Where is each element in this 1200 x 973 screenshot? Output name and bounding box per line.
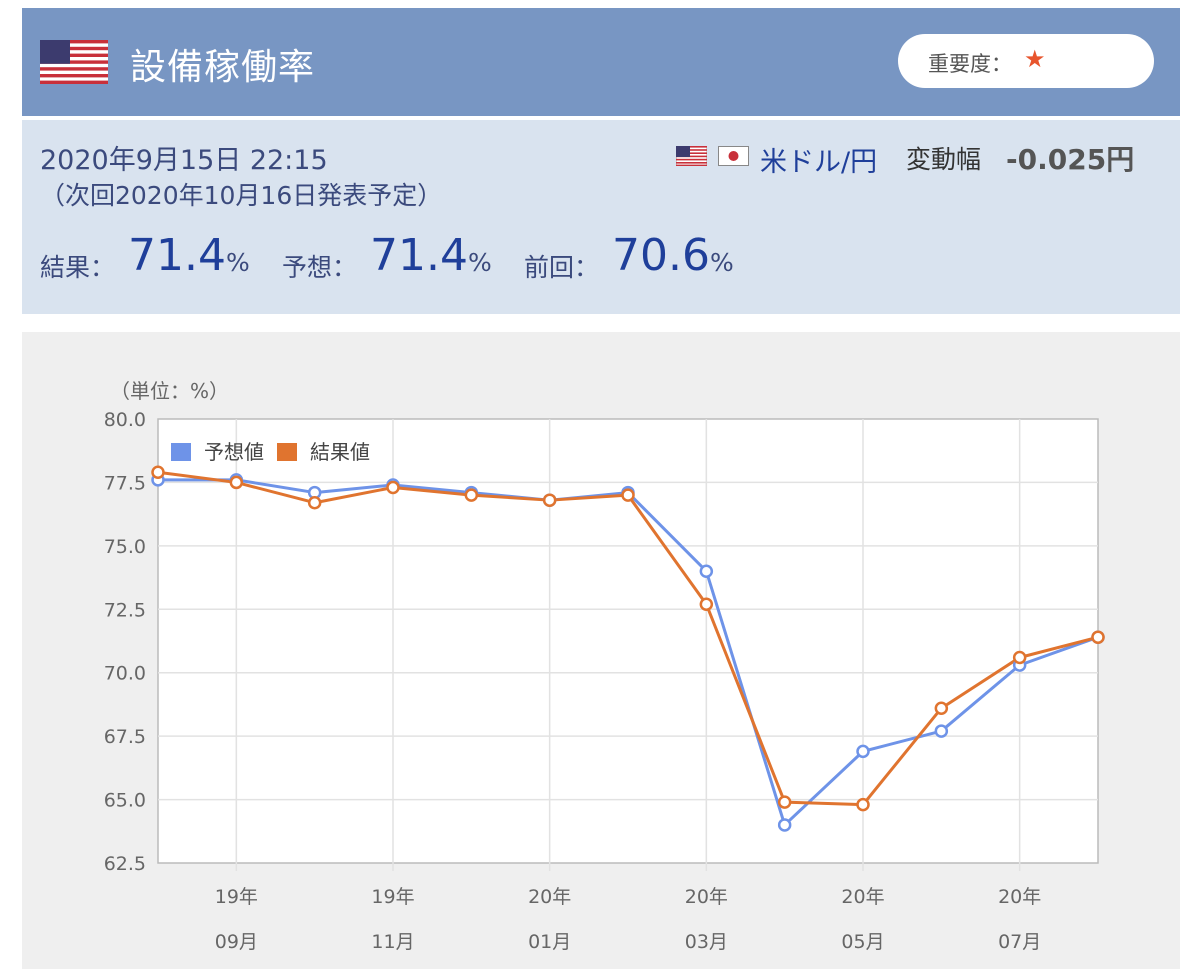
result-value: 71.4 <box>128 230 226 281</box>
forecast-label: 予想： <box>282 253 358 282</box>
x-tick-year: 19年 <box>215 886 258 908</box>
japan-flag-icon <box>718 146 749 166</box>
forecast-point <box>934 724 949 738</box>
grid-lines <box>158 419 1098 871</box>
chart-panel: （単位：%） 80.0 77.5 75.0 72.5 70.0 67.5 65.0 62.5 … <box>22 332 1180 969</box>
result-unit: % <box>226 248 250 277</box>
result-point <box>621 488 635 502</box>
x-axis-ticks: 19年 09月 19年 11月 20年 01月 20年 03月 20年 05月 20年 07月 <box>215 886 1042 953</box>
y-tick-label: 65.0 <box>104 790 146 812</box>
x-tick-year: 20年 <box>841 886 884 908</box>
release-datetime: 2020年9月15日 22:15 <box>40 145 328 176</box>
result-point <box>856 797 870 812</box>
previous-label: 前回： <box>524 253 600 282</box>
result-point <box>1091 630 1105 644</box>
result-point <box>229 475 244 490</box>
x-tick-month: 01月 <box>528 931 571 953</box>
series-lines <box>151 465 1105 832</box>
currency-pair: 米ドル/円 <box>760 147 878 178</box>
result-point <box>934 701 949 715</box>
result-point <box>464 488 479 502</box>
capacity-utilization-chart: （単位：%） 80.077.575.072.570.067.565.062.5 … <box>104 379 1105 953</box>
result-point <box>777 795 792 809</box>
forecast-unit: % <box>468 248 492 277</box>
y-tick-label: 70.0 <box>104 663 146 685</box>
indicator-header: 設備稼働率 重要度： ★ <box>22 8 1180 116</box>
result-point <box>699 597 714 611</box>
forecast-point <box>777 818 792 832</box>
forecast-legend-label: 予想値 <box>204 440 264 464</box>
x-tick-month: 09月 <box>215 931 258 953</box>
x-tick-year: 20年 <box>998 886 1041 908</box>
x-tick-month: 07月 <box>998 931 1041 953</box>
importance-badge: 重要度： ★ <box>898 34 1154 88</box>
x-tick-year: 20年 <box>528 886 571 908</box>
us-flag-icon <box>40 40 108 84</box>
x-tick-month: 11月 <box>371 931 414 953</box>
range-value: -0.025円 <box>1006 143 1135 176</box>
y-tick-label: 75.0 <box>104 536 146 558</box>
result-point <box>542 493 557 507</box>
y-tick-label: 67.5 <box>104 726 146 748</box>
result-point <box>151 465 165 480</box>
chart-legend: 予想値 結果値 <box>169 440 370 464</box>
forecast-legend-swatch <box>169 441 193 463</box>
x-tick-year: 20年 <box>685 886 728 908</box>
y-tick-label: 62.5 <box>104 853 146 875</box>
importance-label: 重要度： <box>928 52 1012 76</box>
plot-area <box>157 418 1099 864</box>
previous-unit: % <box>710 248 734 277</box>
chart-unit-label: （単位：%） <box>110 379 229 403</box>
x-tick-year: 19年 <box>371 886 414 908</box>
y-tick-label: 80.0 <box>104 409 146 431</box>
result-legend-swatch <box>275 441 299 463</box>
result-point <box>386 480 400 495</box>
forecast-point <box>699 564 714 578</box>
y-tick-label: 72.5 <box>104 599 146 621</box>
result-point <box>1012 650 1027 665</box>
release-info-panel: 2020年9月15日 22:15 （次回2020年10月16日発表予定） 米ドル… <box>22 120 1180 314</box>
range-label: 変動幅 <box>906 145 982 174</box>
x-tick-month: 03月 <box>685 931 728 953</box>
forecast-point <box>856 744 870 759</box>
previous-value: 70.6 <box>612 230 710 281</box>
us-flag-small-icon <box>676 146 707 166</box>
forecast-value: 71.4 <box>370 230 468 281</box>
x-tick-month: 05月 <box>841 931 884 953</box>
y-tick-label: 77.5 <box>104 472 146 494</box>
result-legend-label: 結果値 <box>310 440 370 464</box>
y-axis-ticks: 80.0 77.5 75.0 72.5 70.0 67.5 65.0 62.5 <box>104 409 146 875</box>
result-label: 結果： <box>40 253 116 282</box>
result-point <box>307 495 322 510</box>
indicator-title: 設備稼働率 <box>130 47 316 88</box>
star-icon: ★ <box>1024 45 1046 73</box>
next-release: （次回2020年10月16日発表予定） <box>40 181 443 210</box>
